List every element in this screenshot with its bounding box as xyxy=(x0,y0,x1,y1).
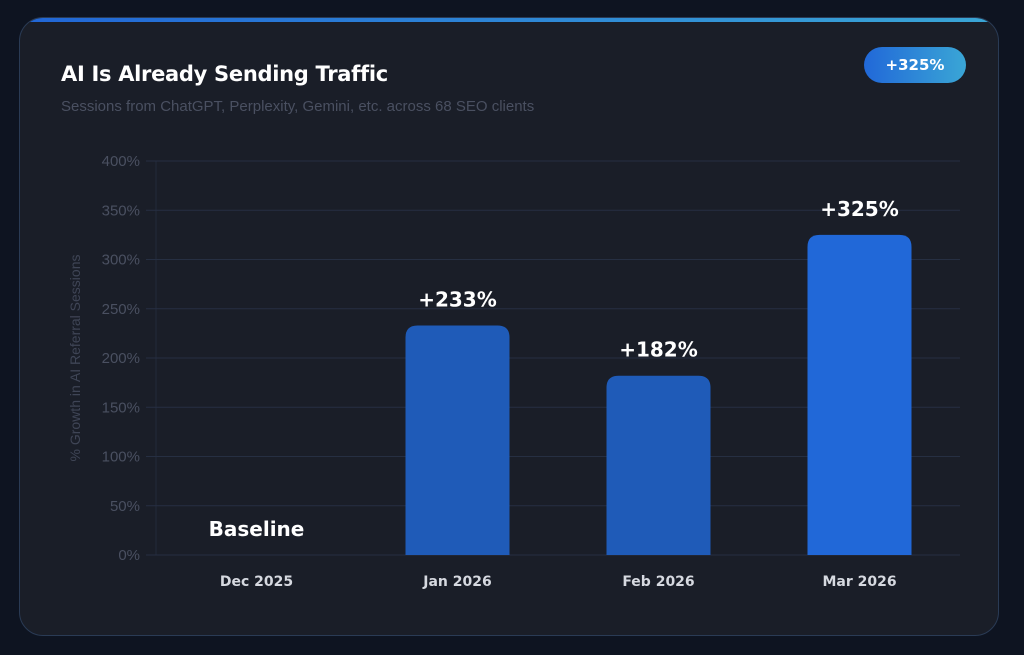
y-tick-label: 200% xyxy=(102,350,140,367)
bar-feb-2026 xyxy=(606,375,711,555)
x-tick-label: Jan 2026 xyxy=(422,574,491,590)
data-label: +325% xyxy=(820,197,899,221)
chart-subtitle: Sessions from ChatGPT, Perplexity, Gemin… xyxy=(61,98,535,115)
y-axis-label: % Growth in AI Referral Sessions xyxy=(67,255,83,462)
y-tick-label: 50% xyxy=(110,498,140,515)
x-tick-label: Feb 2026 xyxy=(622,574,694,590)
y-tick-label: 300% xyxy=(102,252,140,269)
chart-title: AI Is Already Sending Traffic xyxy=(61,62,388,86)
y-tick-label: 100% xyxy=(102,449,140,466)
bar-mar-2026 xyxy=(807,234,912,555)
growth-badge: +325% xyxy=(864,47,966,83)
y-tick-label: 250% xyxy=(102,301,140,318)
data-label: +233% xyxy=(418,287,497,311)
baseline-label: Baseline xyxy=(209,517,305,541)
y-tick-label: 400% xyxy=(102,153,140,170)
y-tick-label: 350% xyxy=(102,202,140,219)
y-tick-label: 150% xyxy=(102,399,140,416)
x-tick-label: Mar 2026 xyxy=(822,574,896,590)
y-tick-label: 0% xyxy=(118,547,140,564)
accent-bar xyxy=(20,18,998,22)
bar-jan-2026 xyxy=(405,325,510,555)
x-tick-label: Dec 2025 xyxy=(220,574,293,590)
data-label: +182% xyxy=(619,338,698,362)
